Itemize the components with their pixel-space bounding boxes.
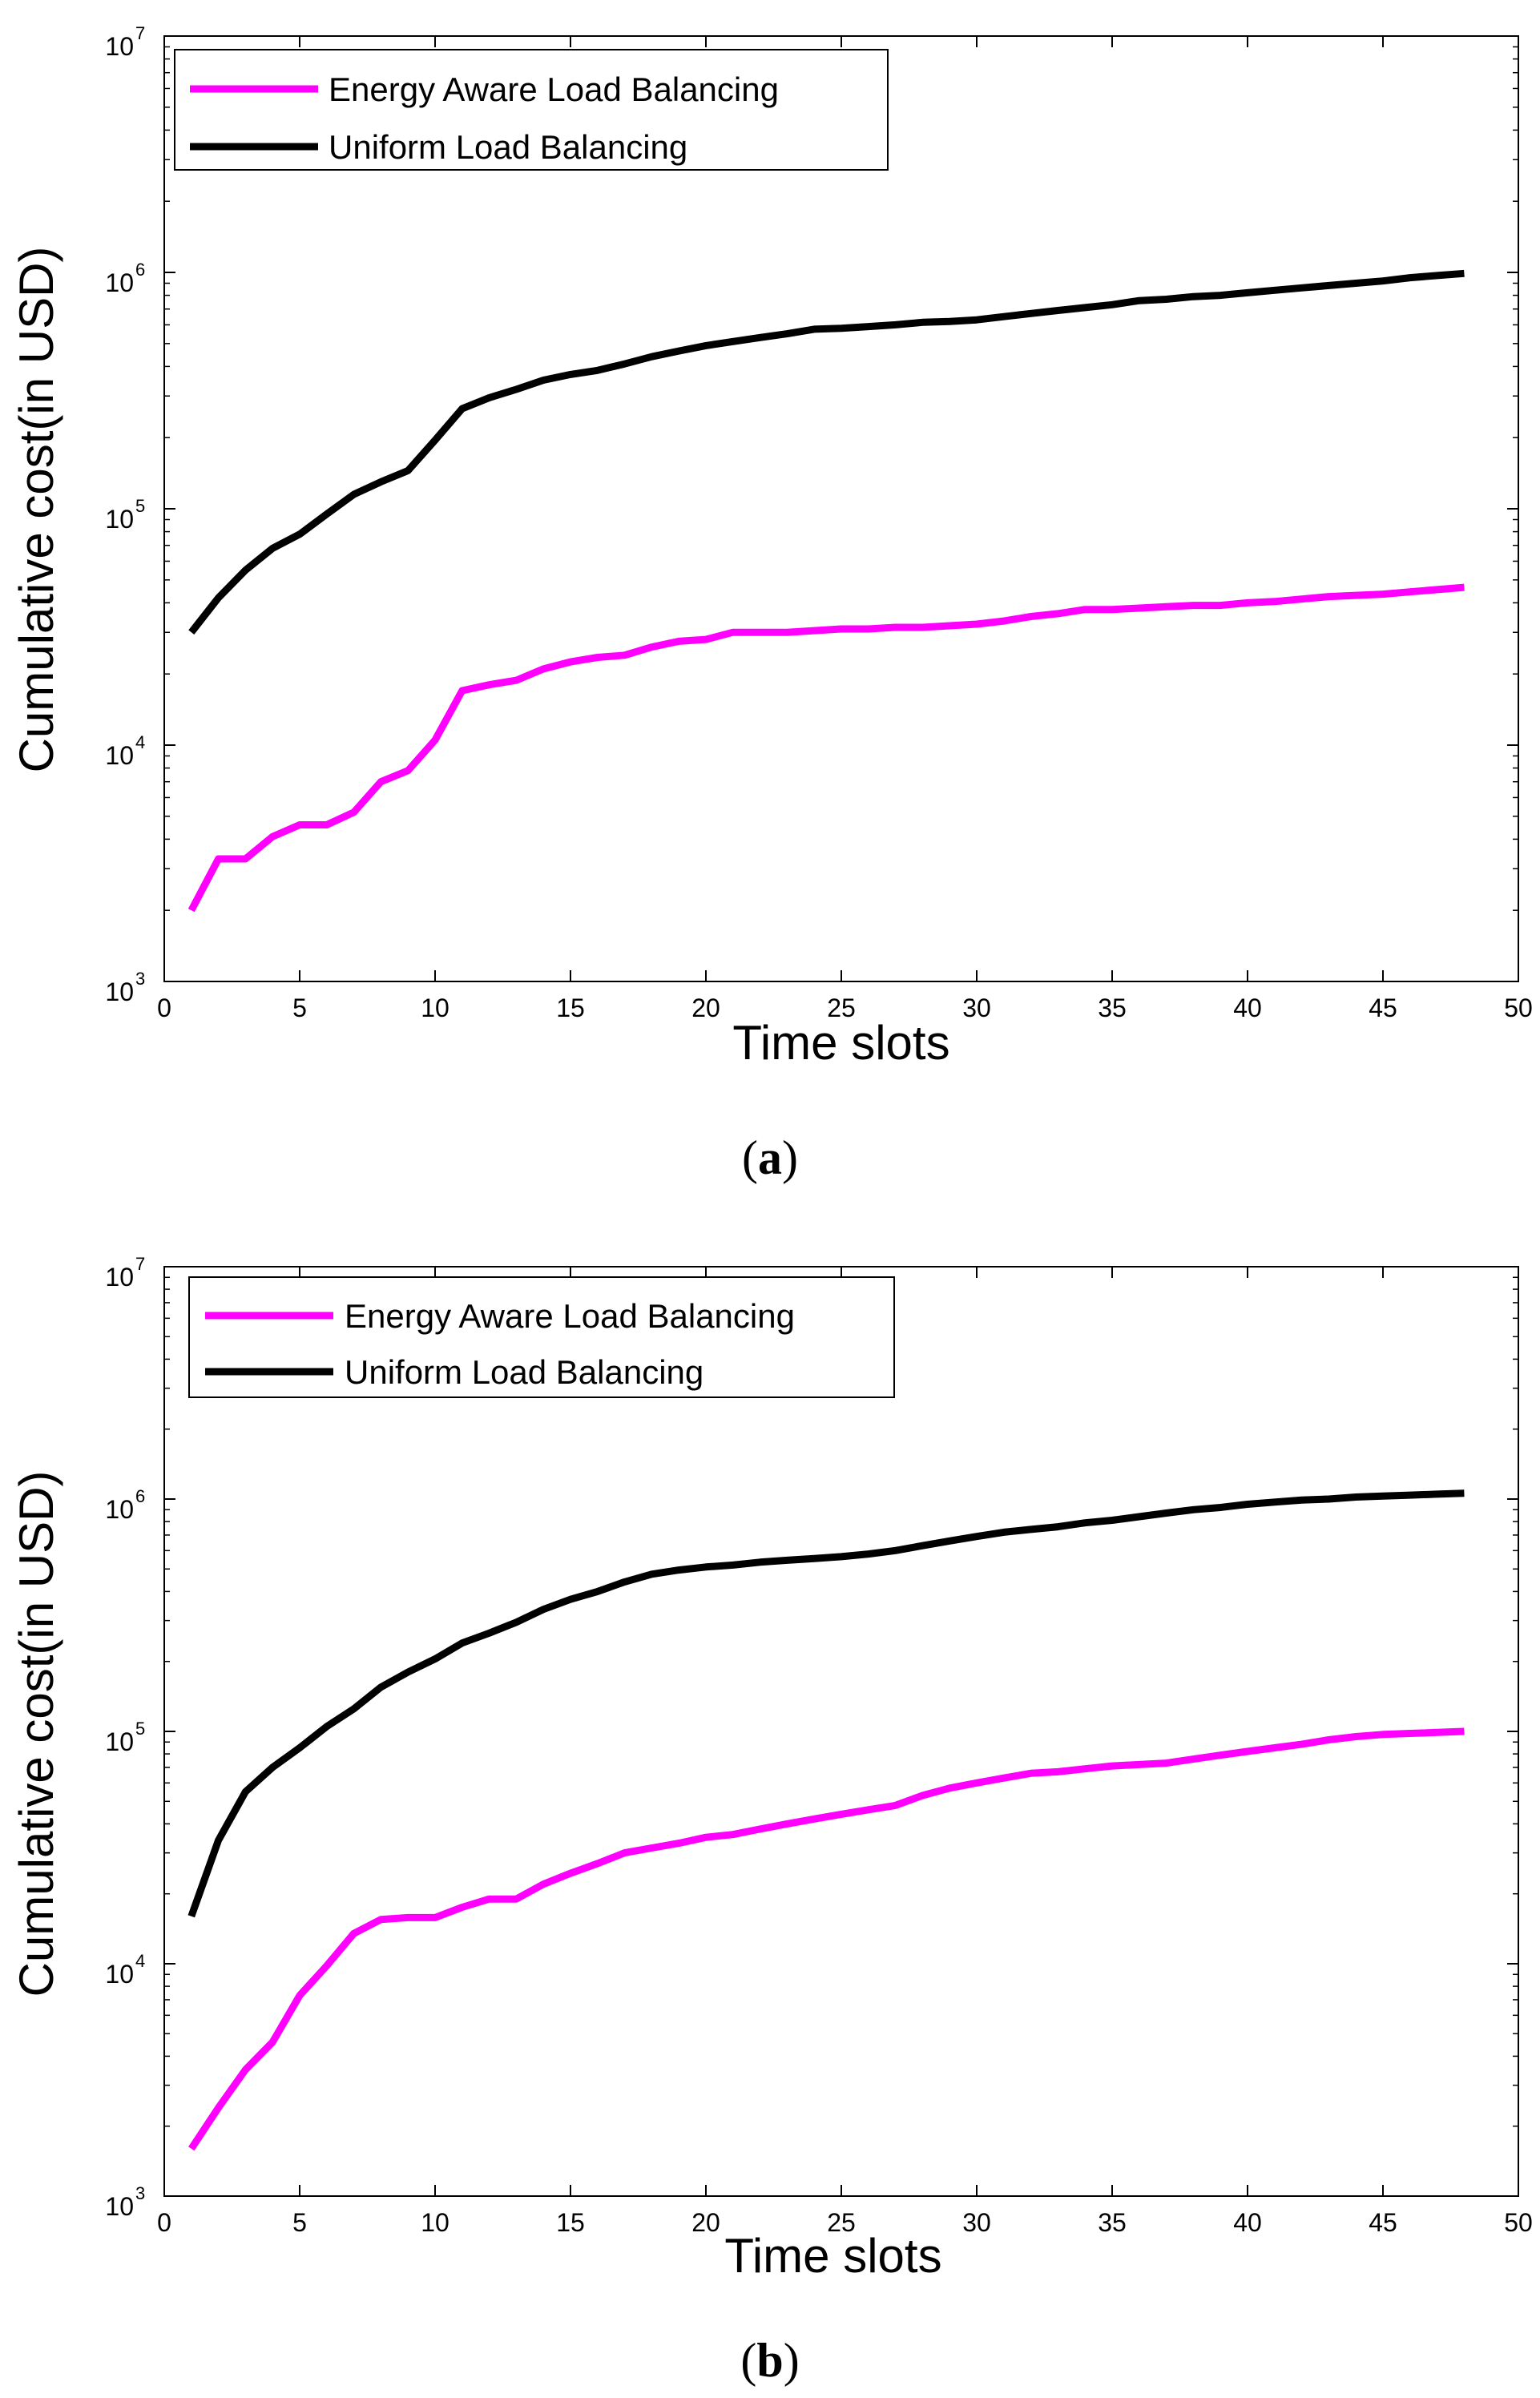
y-tick-exponent: 3: [135, 2183, 145, 2203]
panel-label-letter: b: [756, 2334, 783, 2387]
plot-area: [163, 1266, 1519, 2197]
y-tick-exponent: 4: [135, 732, 145, 752]
x-tick-label: 15: [556, 993, 585, 1022]
y-tick-exponent: 6: [135, 1486, 145, 1506]
series-line-energy-aware: [188, 1727, 1465, 2151]
x-tick-label: 25: [827, 993, 856, 1022]
y-tick-label: 10: [105, 2192, 134, 2221]
plot-area: [163, 35, 1519, 982]
panel-label-letter: a: [758, 1131, 782, 1184]
x-tick-label: 45: [1369, 993, 1397, 1022]
legend-label-energy-aware: Energy Aware Load Balancing: [345, 1297, 795, 1335]
y-tick-exponent: 6: [135, 260, 145, 280]
x-tick-label: 40: [1233, 993, 1262, 1022]
x-tick-label: 15: [556, 2208, 585, 2237]
y-axis-title: Cumulative cost(in USD): [10, 247, 63, 773]
x-tick-label: 5: [292, 2208, 307, 2237]
series-lines: [187, 269, 1465, 913]
y-tick-exponent: 5: [135, 1719, 145, 1739]
series-line-uniform: [188, 269, 1465, 635]
x-tick-label: 50: [1504, 993, 1533, 1022]
y-tick-label: 10: [105, 977, 134, 1006]
x-tick-label: 30: [962, 993, 991, 1022]
x-tick-label: 0: [157, 2208, 171, 2237]
legend: Energy Aware Load Balancing Uniform Load…: [174, 49, 889, 171]
x-tick-label: 35: [1098, 993, 1127, 1022]
legend-label-uniform: Uniform Load Balancing: [329, 128, 687, 166]
x-tick-label: 40: [1233, 2208, 1262, 2237]
y-tick-label: 10: [105, 32, 134, 61]
x-tick-label: 30: [962, 2208, 991, 2237]
x-tick-label: 20: [691, 2208, 720, 2237]
panel-label: (b): [740, 2334, 799, 2387]
y-tick-label: 10: [105, 268, 134, 297]
x-tick-label: 10: [421, 993, 450, 1022]
y-axis-title: Cumulative cost(in USD): [10, 1471, 63, 1997]
y-tick-label: 10: [105, 1495, 134, 1524]
x-tick-label: 35: [1098, 2208, 1127, 2237]
x-axis-title: Time slots: [732, 1016, 949, 1070]
legend-label-energy-aware: Energy Aware Load Balancing: [329, 71, 779, 108]
y-tick-label: 10: [105, 1960, 134, 1989]
legend-label-uniform: Uniform Load Balancing: [345, 1353, 703, 1391]
x-tick-label: 45: [1369, 2208, 1397, 2237]
y-tick-label: 10: [105, 1263, 134, 1292]
panel-label: (a): [742, 1131, 798, 1184]
series-line-energy-aware: [187, 583, 1465, 913]
x-tick-label: 10: [421, 2208, 450, 2237]
series-line-uniform: [187, 1489, 1465, 1918]
legend-box: [188, 1276, 895, 1398]
y-tick-exponent: 7: [135, 23, 145, 43]
x-tick-label: 50: [1504, 2208, 1533, 2237]
y-tick-label: 10: [105, 1727, 134, 1756]
x-tick-label: 25: [827, 2208, 856, 2237]
y-tick-exponent: 4: [135, 1951, 145, 1971]
y-tick-exponent: 3: [135, 969, 145, 989]
y-tick-exponent: 7: [135, 1254, 145, 1274]
x-tick-label: 20: [691, 993, 720, 1022]
x-tick-label: 0: [157, 993, 171, 1022]
y-tick-exponent: 5: [135, 496, 145, 516]
x-ticks: 0 5 10 15 20 25 30 35 40 45 50: [157, 36, 1533, 1022]
x-ticks: 0 5 10 15 20 25 30 35 40 45 50: [157, 1267, 1533, 2237]
y-tick-label: 10: [105, 505, 134, 534]
x-axis-title: Time slots: [724, 2229, 941, 2283]
y-tick-label: 10: [105, 741, 134, 770]
x-tick-label: 5: [292, 993, 307, 1022]
legend: Energy Aware Load Balancing Uniform Load…: [188, 1276, 895, 1398]
series-lines: [187, 1489, 1465, 2151]
